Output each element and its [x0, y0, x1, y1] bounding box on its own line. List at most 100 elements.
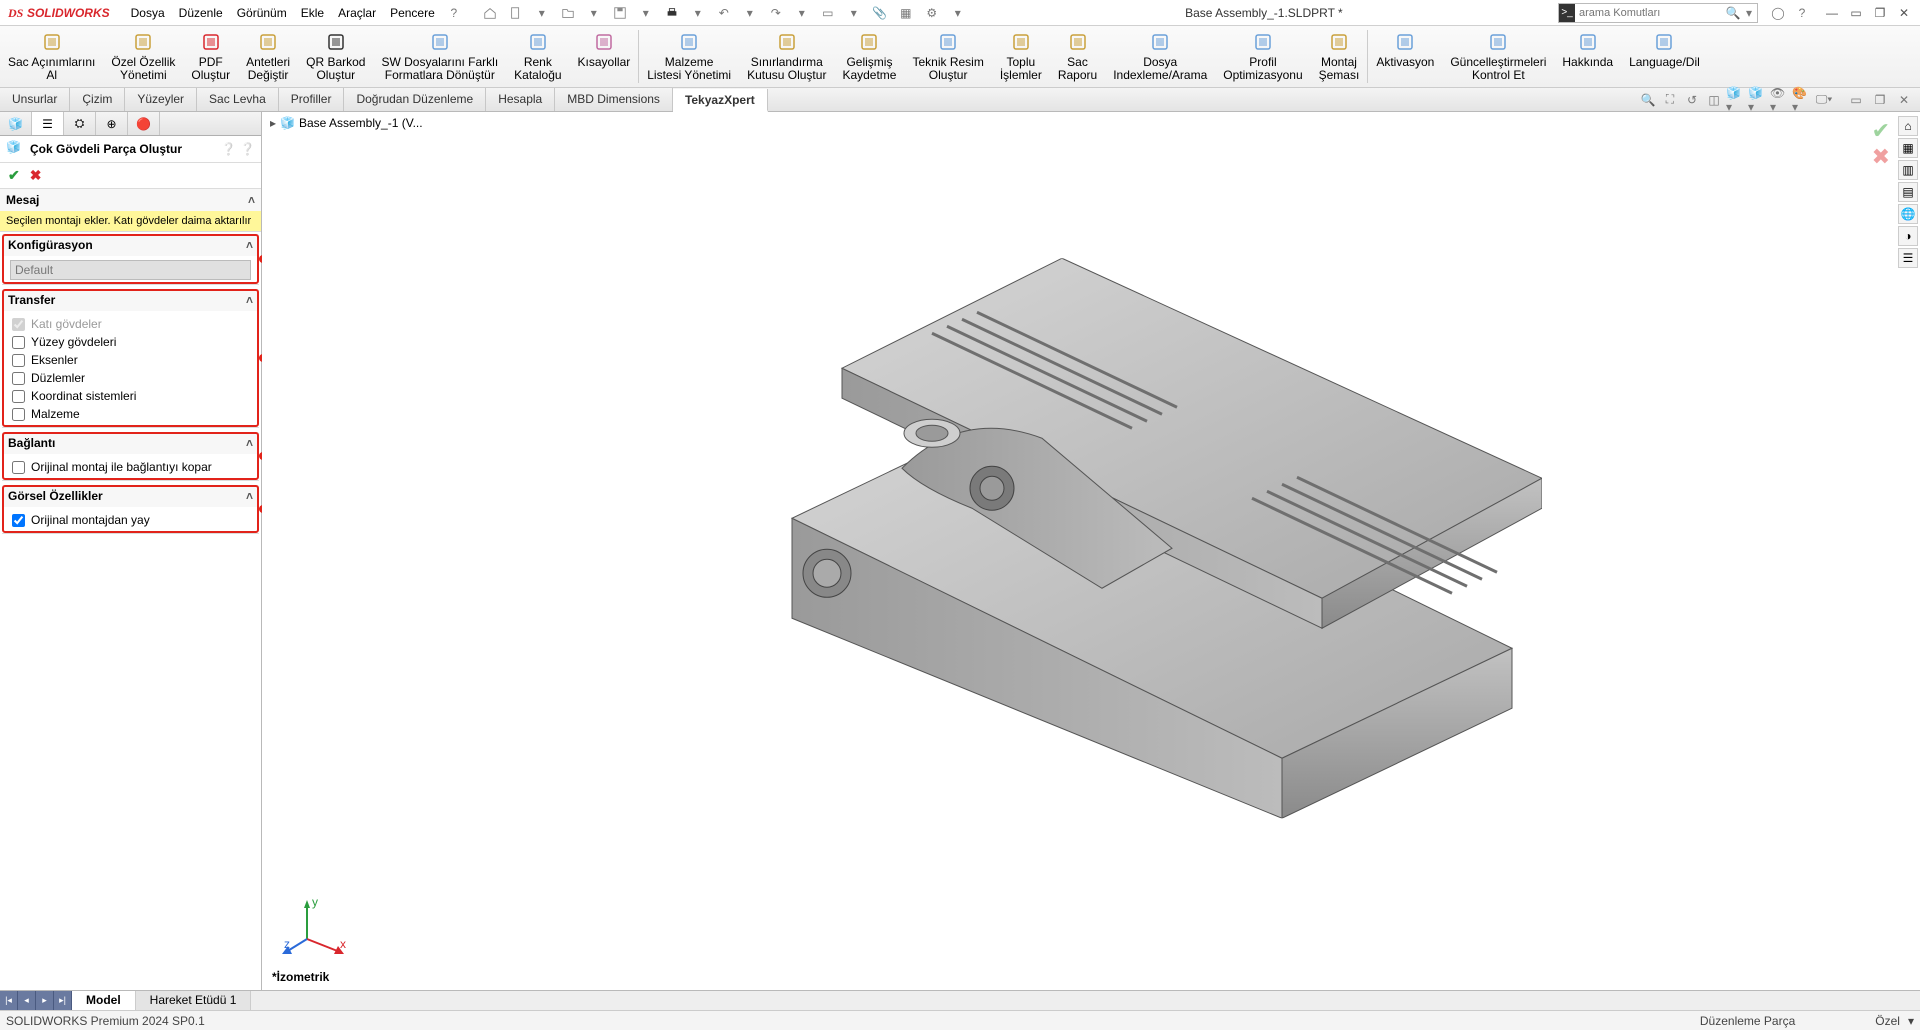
chevron-down-icon[interactable]: ▾: [686, 2, 710, 24]
subwin-close-icon[interactable]: ✕: [1894, 90, 1914, 110]
collapse-icon[interactable]: ˄: [246, 489, 253, 503]
ribbon-button[interactable]: MontajŞeması: [1311, 26, 1368, 87]
transfer-checkbox[interactable]: Yüzey gövdeleri: [10, 333, 251, 351]
ribbon-button[interactable]: Topluİşlemler: [992, 26, 1050, 87]
tab-next-icon[interactable]: ▸: [36, 991, 54, 1010]
chevron-down-icon[interactable]: ▾: [530, 2, 554, 24]
minimize-icon[interactable]: —: [1820, 2, 1844, 24]
prev-view-icon[interactable]: ↺: [1682, 90, 1702, 110]
feature-tree-tab-icon[interactable]: 🧊: [0, 112, 32, 135]
options-icon[interactable]: ⚙: [920, 2, 944, 24]
chevron-down-icon[interactable]: ▾: [1741, 6, 1757, 20]
resources-pane-icon[interactable]: ▦: [1898, 138, 1918, 158]
ribbon-button[interactable]: Sac AçınımlarınıAl: [0, 26, 103, 87]
ribbon-button[interactable]: GüncelleştirmeleriKontrol Et: [1442, 26, 1554, 87]
command-search[interactable]: >_ 🔍 ▾: [1558, 3, 1758, 23]
pm-context-help-icon[interactable]: ❔: [240, 142, 255, 156]
cm-tab[interactable]: Profiller: [279, 88, 345, 111]
config-select[interactable]: [10, 260, 251, 280]
tab-first-icon[interactable]: |◂: [0, 991, 18, 1010]
search-icon[interactable]: 🔍: [1725, 6, 1741, 20]
scene-icon[interactable]: 🖵▾: [1814, 90, 1834, 110]
tab-prev-icon[interactable]: ◂: [18, 991, 36, 1010]
appearance-icon[interactable]: 🎨▾: [1792, 90, 1812, 110]
transfer-checkbox[interactable]: Düzlemler: [10, 369, 251, 387]
chevron-down-icon[interactable]: ▾: [738, 2, 762, 24]
ribbon-button[interactable]: SınırlandırmaKutusu Oluştur: [739, 26, 834, 87]
ok-button[interactable]: ✔: [8, 167, 20, 184]
break-link-checkbox[interactable]: Orijinal montaj ile bağlantıyı kopar: [10, 458, 251, 476]
ribbon-button[interactable]: DosyaIndexleme/Arama: [1105, 26, 1215, 87]
ribbon-button[interactable]: PDFOluştur: [183, 26, 238, 87]
bottom-tab[interactable]: Model: [72, 991, 136, 1010]
transfer-checkbox[interactable]: Koordinat sistemleri: [10, 387, 251, 405]
cm-tab[interactable]: Yüzeyler: [125, 88, 197, 111]
close-icon[interactable]: ✕: [1892, 2, 1916, 24]
ribbon-button[interactable]: Aktivasyon: [1368, 26, 1442, 87]
chevron-down-icon[interactable]: ▾: [582, 2, 606, 24]
menu-file[interactable]: Dosya: [124, 6, 172, 20]
propagate-visual-checkbox[interactable]: Orijinal montajdan yay: [10, 511, 251, 529]
orientation-triad[interactable]: y x z: [282, 894, 352, 964]
menu-window[interactable]: Pencere: [383, 6, 442, 20]
ribbon-button[interactable]: GelişmişKaydetme: [834, 26, 904, 87]
ribbon-button[interactable]: QR BarkodOluştur: [298, 26, 373, 87]
pm-help-icon[interactable]: ❔: [221, 142, 236, 156]
subwin-min-icon[interactable]: ▭: [1846, 90, 1866, 110]
help-circle-icon[interactable]: ?: [1790, 2, 1814, 24]
new-icon[interactable]: [504, 2, 528, 24]
chevron-down-icon[interactable]: ▾: [946, 2, 970, 24]
breadcrumb-text[interactable]: Base Assembly_-1 (V...: [299, 116, 423, 130]
ribbon-button[interactable]: Özel ÖzellikYönetimi: [103, 26, 183, 87]
design-lib-pane-icon[interactable]: ▥: [1898, 160, 1918, 180]
chevron-down-icon[interactable]: ▾: [790, 2, 814, 24]
redo-icon[interactable]: ↷: [764, 2, 788, 24]
search-input[interactable]: [1575, 7, 1725, 19]
subwin-max-icon[interactable]: ❐: [1870, 90, 1890, 110]
appearance-tab-icon[interactable]: 🔴: [128, 112, 160, 135]
hide-show-icon[interactable]: 👁▾: [1770, 90, 1790, 110]
display-style-icon[interactable]: 🧊▾: [1748, 90, 1768, 110]
chevron-down-icon[interactable]: ▾: [842, 2, 866, 24]
cm-tab[interactable]: Çizim: [70, 88, 125, 111]
collapse-icon[interactable]: ˄: [246, 436, 253, 450]
confirm-cancel-icon[interactable]: ✖: [1872, 144, 1890, 170]
ribbon-button[interactable]: MalzemeListesi Yönetimi: [639, 26, 739, 87]
property-manager-tab-icon[interactable]: ☰: [32, 112, 64, 135]
home-icon[interactable]: [478, 2, 502, 24]
menu-view[interactable]: Görünüm: [230, 6, 294, 20]
cm-tab[interactable]: Hesapla: [486, 88, 555, 111]
pin-icon[interactable]: 📎: [868, 2, 892, 24]
cm-tab[interactable]: TekyazXpert: [673, 89, 768, 112]
cm-tab[interactable]: Doğrudan Düzenleme: [344, 88, 486, 111]
restore-icon[interactable]: ▭: [1844, 2, 1868, 24]
ribbon-button[interactable]: SW Dosyalarını FarklıFormatlara Dönüştür: [373, 26, 506, 87]
ribbon-button[interactable]: ProfilOptimizasyonu: [1215, 26, 1310, 87]
section-view-icon[interactable]: ◫: [1704, 90, 1724, 110]
graphics-area[interactable]: ▸ 🧊 Base Assembly_-1 (V... ✔ ✖ ⌂ ▦ ▥ ▤ 🌐…: [262, 112, 1920, 990]
print-icon[interactable]: [660, 2, 684, 24]
breadcrumb-arrow-icon[interactable]: ▸: [270, 116, 276, 130]
config-tab-icon[interactable]: ⛭: [64, 112, 96, 135]
tab-last-icon[interactable]: ▸|: [54, 991, 72, 1010]
selection-icon[interactable]: ▭: [816, 2, 840, 24]
collapse-icon[interactable]: ˄: [246, 238, 253, 252]
maximize-icon[interactable]: ❐: [1868, 2, 1892, 24]
cm-tab[interactable]: Unsurlar: [0, 88, 70, 111]
ribbon-button[interactable]: AntetleriDeğiştir: [238, 26, 298, 87]
collapse-icon[interactable]: ˄: [248, 193, 255, 207]
ribbon-button[interactable]: SacRaporu: [1050, 26, 1105, 87]
chevron-down-icon[interactable]: ▾: [634, 2, 658, 24]
ribbon-button[interactable]: RenkKataloğu: [506, 26, 569, 87]
help-icon[interactable]: ?: [442, 2, 466, 24]
menu-edit[interactable]: Düzenle: [172, 6, 230, 20]
open-icon[interactable]: [556, 2, 580, 24]
feature-breadcrumb[interactable]: ▸ 🧊 Base Assembly_-1 (V...: [270, 116, 423, 130]
ribbon-button[interactable]: Language/Dil: [1621, 26, 1708, 87]
menu-tools[interactable]: Araçlar: [331, 6, 383, 20]
rebuild-icon[interactable]: ▦: [894, 2, 918, 24]
zoom-fit-icon[interactable]: 🔍: [1638, 90, 1658, 110]
ribbon-button[interactable]: Teknik ResimOluştur: [904, 26, 991, 87]
custom-props-pane-icon[interactable]: ☰: [1898, 248, 1918, 268]
menu-insert[interactable]: Ekle: [294, 6, 331, 20]
